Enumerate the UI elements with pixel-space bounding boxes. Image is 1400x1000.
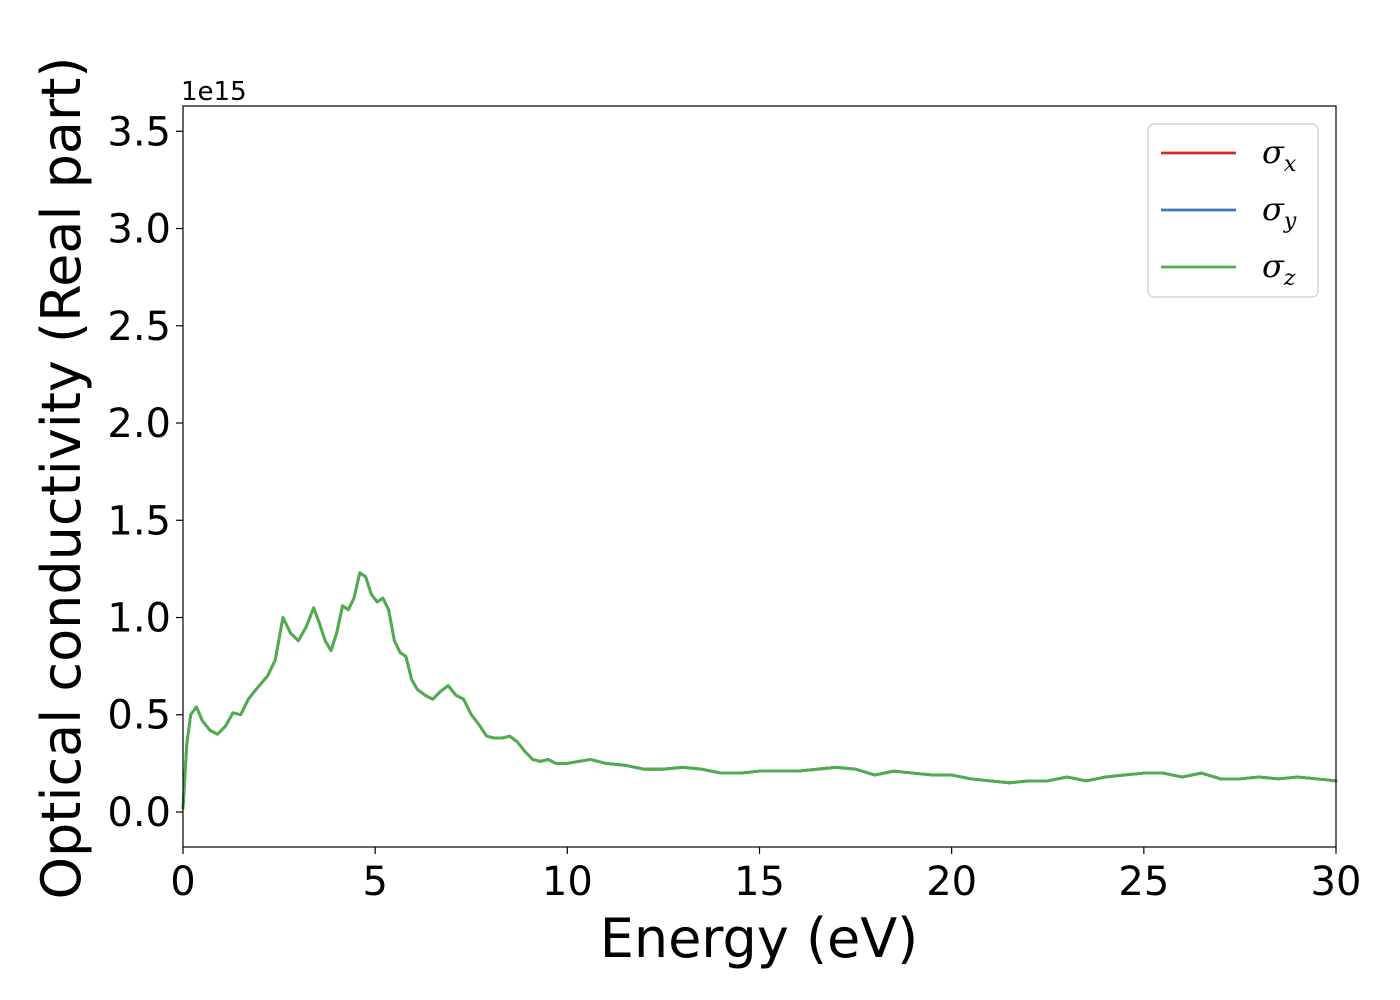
series-line-z xyxy=(181,571,1338,810)
y-axis-ticks: 0.0 0.5 1.0 1.5 2.0 2.5 3.0 3.5 xyxy=(107,109,183,836)
series-layer xyxy=(181,571,1338,810)
x-tick-label: 15 xyxy=(734,859,785,905)
y-tick-label: 0.5 xyxy=(107,693,171,739)
x-axis-label: Energy (eV) xyxy=(600,907,919,970)
y-axis-label: Optical conductivity (Real part) xyxy=(30,57,93,900)
x-axis-ticks: 0 5 10 15 20 25 30 xyxy=(170,847,1361,905)
y-tick-label: 0.0 xyxy=(107,790,171,836)
y-tick-label: 1.0 xyxy=(107,596,171,642)
x-tick-label: 20 xyxy=(926,859,977,905)
y-tick-label: 3.0 xyxy=(107,207,171,253)
x-tick-label: 5 xyxy=(362,859,387,905)
y-tick-label: 3.5 xyxy=(107,109,171,155)
x-tick-label: 0 xyxy=(170,859,195,905)
y-tick-label: 1.5 xyxy=(107,498,171,544)
x-tick-label: 25 xyxy=(1118,859,1169,905)
y-tick-label: 2.5 xyxy=(107,304,171,350)
y-tick-label: 2.0 xyxy=(107,401,171,447)
y-offset-label: 1e15 xyxy=(181,77,247,107)
x-tick-label: 10 xyxy=(542,859,593,905)
x-tick-label: 30 xyxy=(1311,859,1362,905)
